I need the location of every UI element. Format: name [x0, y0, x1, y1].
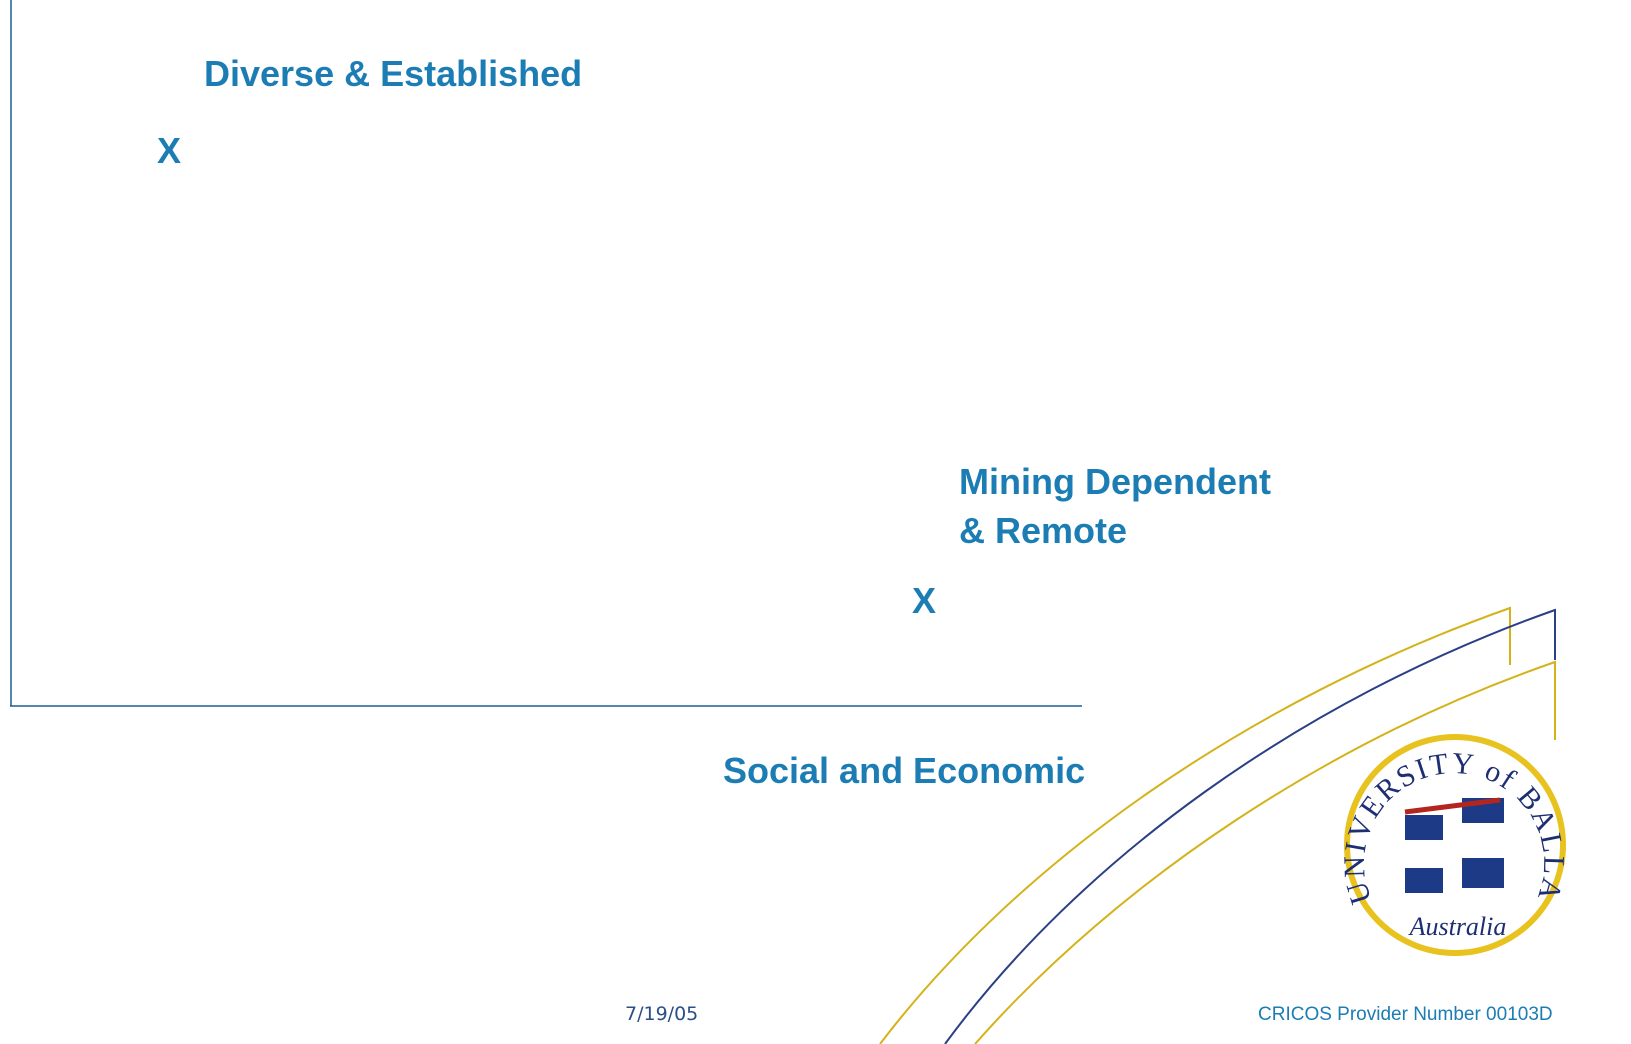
axis-label: Social and Economic — [723, 750, 1085, 791]
quadrant-label: Diverse & Established — [204, 53, 582, 94]
logo: UNIVERSITY of BALLARAT Australia — [0, 0, 1570, 953]
marker: X — [157, 130, 181, 171]
quadrant-label: Mining Dependent — [959, 461, 1271, 502]
page: Diverse & Established X Mining Dependent… — [0, 0, 1631, 1044]
footer-provider: CRICOS Provider Number 00103D — [1258, 1004, 1553, 1025]
slide: Diverse & Established X Mining Dependent… — [0, 0, 1631, 1044]
quadrant-label: & Remote — [959, 510, 1127, 551]
logo-flag — [1405, 815, 1443, 840]
footer-date: 7/19/05 — [625, 1003, 698, 1025]
marker: X — [912, 580, 936, 621]
logo-flag — [1405, 868, 1443, 893]
logo-bottom-text: Australia — [1408, 912, 1507, 941]
logo-flag — [1462, 858, 1504, 888]
